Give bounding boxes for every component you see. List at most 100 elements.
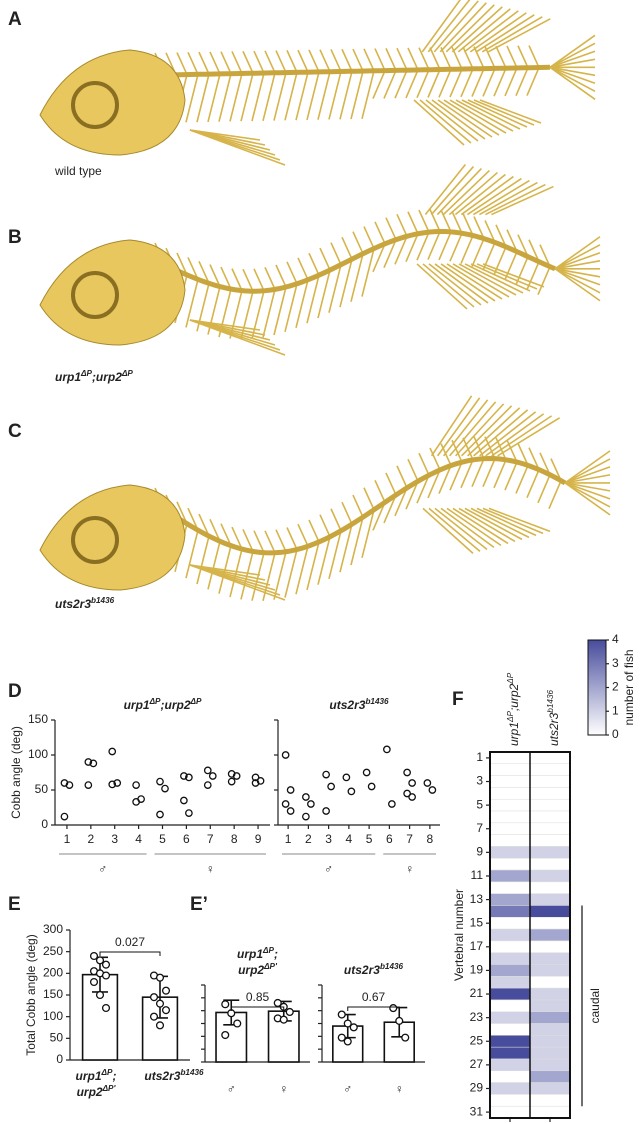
rib	[240, 551, 254, 600]
rib	[506, 229, 518, 252]
rib	[539, 244, 551, 267]
eye-socket	[71, 271, 119, 319]
rib	[416, 474, 430, 504]
heat-cell	[489, 940, 531, 953]
tail-ray	[554, 244, 601, 270]
heat-cell	[529, 751, 571, 765]
tail-ray	[564, 474, 611, 484]
p-value: 0.67	[362, 990, 386, 1004]
panel-letter: B	[8, 227, 22, 248]
data-point	[227, 777, 236, 786]
fin-ray	[481, 16, 543, 53]
data-point	[389, 1004, 398, 1013]
rib	[528, 239, 540, 263]
heat-cell	[529, 858, 571, 871]
rib	[185, 530, 199, 579]
data-point	[367, 782, 376, 791]
rib	[363, 487, 375, 511]
data-point	[101, 971, 111, 980]
rib	[284, 549, 298, 598]
fin-ray	[446, 507, 502, 547]
fin-ray	[485, 183, 546, 216]
spine	[163, 456, 567, 556]
data-point	[302, 793, 310, 801]
x-tick-label: 4	[135, 832, 142, 846]
fin-ray	[475, 14, 535, 53]
heat-cell	[489, 869, 531, 883]
heat-cell	[529, 1105, 571, 1119]
rib	[528, 447, 540, 471]
heat-cell	[529, 775, 571, 788]
heat-cell	[529, 1023, 571, 1036]
data-point	[388, 800, 396, 808]
rib	[209, 518, 221, 542]
rib	[352, 494, 364, 518]
rib	[396, 465, 408, 489]
fin-ray	[451, 6, 503, 53]
tail-ray	[554, 268, 601, 294]
fin-ray	[458, 263, 517, 296]
fin-ray	[470, 263, 531, 292]
fin-ray	[433, 0, 479, 53]
fin-ray	[430, 166, 475, 216]
data-point	[279, 1015, 288, 1024]
rib	[418, 452, 430, 476]
rib	[482, 68, 496, 97]
rib	[504, 67, 518, 97]
fin-ray	[476, 507, 537, 537]
rib	[473, 436, 485, 460]
x-tick-label: 2	[87, 832, 94, 846]
data-point	[60, 812, 69, 821]
rib	[209, 264, 221, 287]
heat-cell	[489, 858, 531, 871]
y-tick-label: 50	[50, 1031, 64, 1045]
heat-cell	[489, 1094, 531, 1107]
rib	[231, 526, 243, 550]
rib	[407, 458, 419, 482]
heat-cell	[529, 822, 571, 835]
fin-ray	[416, 263, 468, 310]
rib	[275, 529, 287, 553]
rib	[407, 47, 419, 71]
fin-ray	[452, 263, 510, 298]
x-tick-label: 7	[207, 832, 214, 846]
rib	[187, 52, 199, 75]
y-tick-label: 13	[470, 892, 484, 906]
fin-ray	[455, 403, 505, 457]
heat-cell	[489, 893, 531, 906]
eye-socket	[71, 516, 119, 564]
data-point	[132, 798, 140, 806]
data-point	[337, 1010, 346, 1019]
rib	[493, 246, 507, 276]
colorbar-label: number of fish	[622, 649, 636, 725]
tail-ray	[549, 66, 596, 85]
rib	[295, 546, 309, 595]
heat-cell	[529, 846, 571, 859]
rib	[539, 452, 551, 476]
rib	[262, 289, 276, 338]
tail-ray	[564, 458, 611, 484]
text-run: wild type	[54, 164, 102, 178]
x-tick-label: 3	[111, 832, 118, 846]
rib	[264, 50, 276, 74]
rib	[374, 221, 386, 245]
skull	[39, 484, 186, 591]
data-point	[113, 779, 122, 787]
rib	[517, 45, 529, 69]
fin-ray	[485, 413, 545, 457]
data-point	[95, 990, 105, 1000]
heat-cell	[489, 834, 531, 847]
data-point	[84, 758, 93, 766]
tail-ray	[564, 482, 611, 508]
rib	[460, 68, 474, 98]
rib	[306, 274, 320, 324]
text-run: ΔP	[506, 672, 515, 684]
rib	[231, 268, 243, 291]
fin-ray	[424, 164, 467, 216]
y-tick-label: 200	[43, 966, 63, 980]
data-point	[108, 780, 117, 789]
rib	[484, 220, 496, 243]
fin-ray	[448, 171, 498, 216]
heat-cell	[529, 905, 571, 918]
y-tick-label: 0	[56, 1052, 63, 1066]
